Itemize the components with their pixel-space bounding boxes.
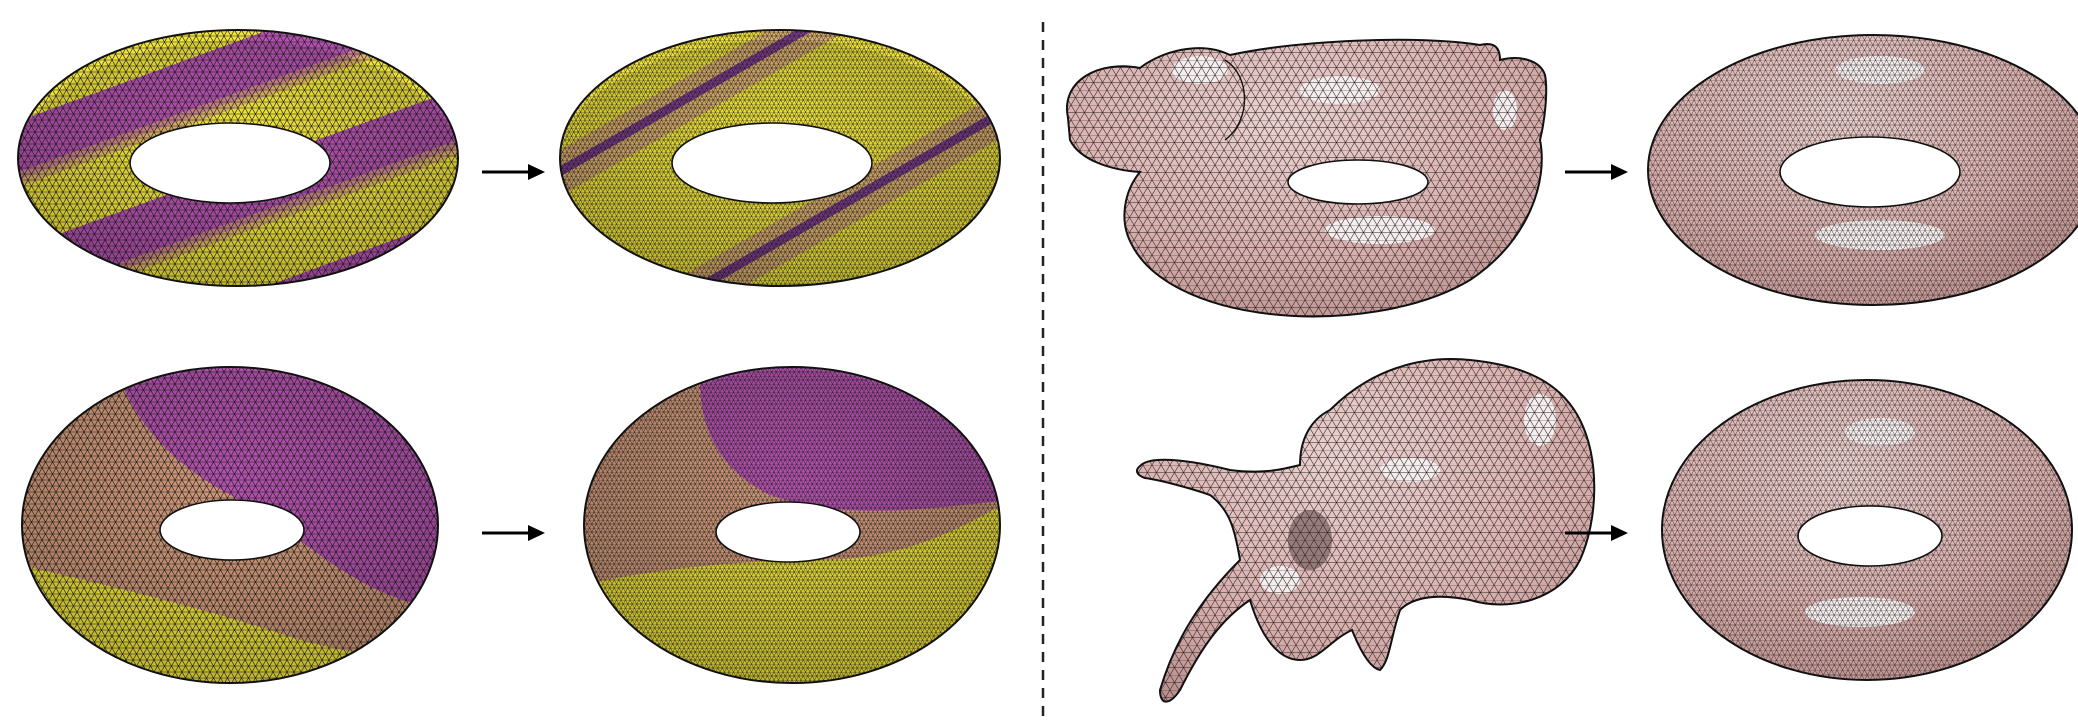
right-arrow-icon	[1565, 525, 1628, 541]
right-arrow-icon	[482, 525, 545, 541]
duck-float-torus-output	[1646, 34, 2078, 306]
torus-swirl-stripes-input	[16, 29, 460, 287]
vertebra-torus-output	[1660, 379, 2074, 681]
torus-blocky-input	[20, 366, 440, 684]
torus-blocky-output	[582, 366, 1002, 684]
right-arrow-icon	[482, 164, 545, 180]
torus-swirl-stripes-output	[558, 29, 1002, 287]
duck-float-input	[1065, 38, 1548, 318]
right-arrow-icon	[1565, 164, 1628, 180]
vertebra-input	[1136, 358, 1596, 703]
